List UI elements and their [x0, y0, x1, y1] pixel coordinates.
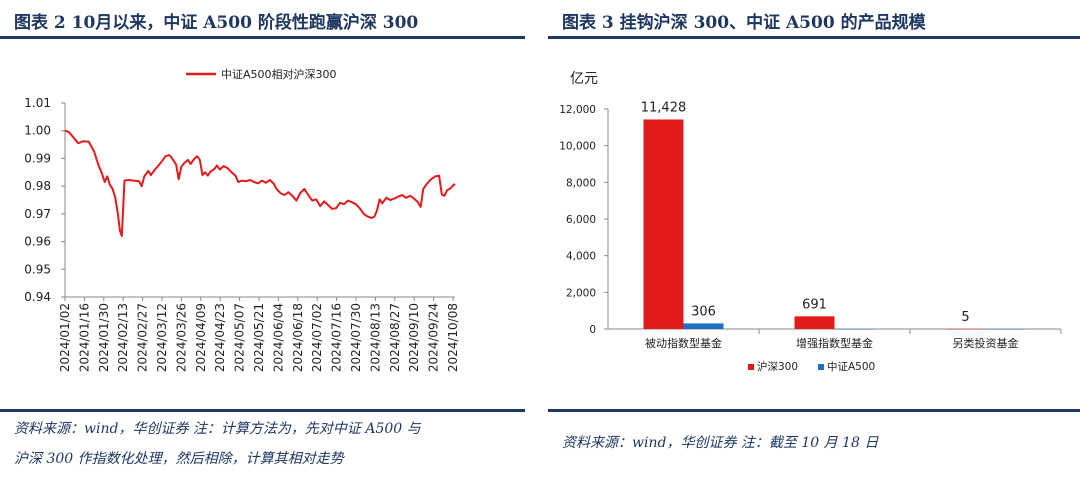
left-source-rule	[0, 409, 525, 412]
x-tick-label: 2024/04/23	[213, 303, 227, 372]
x-tick-label: 2024/02/27	[136, 303, 150, 372]
right-source-line: 资料来源：wind，华创证券 注：截至 10 月 18 日	[562, 435, 879, 451]
left-source-line-2: 沪深 300 作指数化处理，然后相除，计算其相对走势	[14, 451, 344, 467]
x-tick-label: 2024/05/07	[233, 303, 247, 372]
x-tick-label: 2024/01/30	[97, 303, 111, 372]
x-tick-label: 2024/01/02	[58, 303, 72, 372]
x-tick-label: 2024/02/13	[116, 303, 130, 372]
y-tick-label: 10,000	[559, 141, 596, 153]
y-tick-label: 8,000	[566, 177, 596, 189]
x-tick-label: 2024/08/27	[388, 303, 402, 372]
bar-hs300	[643, 119, 684, 329]
x-tick-label: 2024/07/02	[310, 303, 324, 372]
category-label: 另类投资基金	[953, 336, 1019, 350]
y-tick-label: 1.00	[24, 124, 51, 138]
bar-a500	[683, 323, 724, 329]
bar-a500	[834, 329, 875, 330]
bar-value-label: 5	[961, 310, 969, 325]
y-tick-label: 0.94	[24, 290, 51, 304]
y-tick-label: 0.96	[24, 235, 51, 249]
x-tick-label: 2024/09/24	[427, 303, 441, 372]
legend-label: 沪深300	[757, 360, 798, 373]
relative-performance-line-chart: 1.01 1.00 0.99 0.98 0.97 0.96 0.95 0.94 2024/01/…	[24, 67, 460, 372]
bar-a500	[985, 329, 1026, 330]
x-tick-label: 2024/06/04	[271, 303, 285, 372]
right-source-rule	[548, 409, 1080, 412]
y-tick-label: 2,000	[566, 287, 596, 299]
y-tick-label: 0.97	[24, 207, 51, 221]
x-tick-label: 2024/07/30	[349, 303, 363, 372]
legend-label: 中证A500	[827, 360, 875, 373]
right-panel: 图表 3 挂钩沪深 300、中证 A500 的产品规模 亿元 0 2,000 4,00…	[548, 0, 1080, 478]
left-title-rule	[0, 36, 525, 39]
x-tick-label: 2024/09/10	[407, 303, 421, 372]
product-scale-bar-chart: 亿元 0 2,000 4,000 6,000 8,000 10,000 12,000 被动指数型…	[559, 71, 1062, 373]
bar-value-label: 691	[802, 297, 827, 312]
x-tick-label: 2024/06/18	[291, 303, 305, 372]
legend-swatch	[818, 364, 824, 370]
bar-value-label: 306	[691, 304, 716, 319]
x-tick-label: 2024/08/13	[368, 303, 382, 372]
left-panel: 图表 2 10月以来，中证 A500 阶段性跑赢沪深 300 1.01 1.00 0…	[0, 0, 525, 478]
bar-hs300	[945, 328, 986, 330]
x-tick-label: 2024/03/12	[155, 303, 169, 372]
y-tick-label: 4,000	[566, 251, 596, 263]
x-tick-label: 2024/04/09	[194, 303, 208, 372]
y-tick-label: 0	[589, 324, 596, 336]
category-label: 增强指数型基金	[796, 336, 873, 350]
bar-value-label: 11,428	[641, 100, 687, 115]
y-tick-label: 0.98	[24, 179, 51, 193]
x-tick-label: 2024/07/16	[330, 303, 344, 372]
x-tick-label: 2024/10/08	[446, 303, 460, 372]
bar-hs300	[794, 316, 835, 329]
series-line-a500-vs-hs300	[64, 129, 456, 237]
x-tick-label: 2024/03/26	[174, 303, 188, 372]
left-chart-title: 图表 2 10月以来，中证 A500 阶段性跑赢沪深 300	[14, 13, 419, 33]
y-tick-label: 1.01	[24, 96, 51, 110]
y-tick-label: 0.99	[24, 151, 51, 165]
category-label: 被动指数型基金	[645, 336, 722, 350]
x-tick-label: 2024/05/21	[252, 303, 266, 372]
y-tick-label: 6,000	[566, 214, 596, 226]
y-tick-label: 12,000	[559, 104, 596, 116]
y-tick-label: 0.95	[24, 262, 51, 276]
legend-label: 中证A500相对沪深300	[221, 67, 337, 81]
right-chart-title: 图表 3 挂钩沪深 300、中证 A500 的产品规模	[562, 13, 926, 33]
right-title-rule	[548, 36, 1080, 39]
y-unit-label: 亿元	[570, 71, 598, 87]
left-source-line-1: 资料来源：wind，华创证券 注：计算方法为，先对中证 A500 与	[14, 421, 421, 437]
x-tick-label: 2024/01/16	[77, 303, 91, 372]
legend-swatch	[748, 364, 754, 370]
